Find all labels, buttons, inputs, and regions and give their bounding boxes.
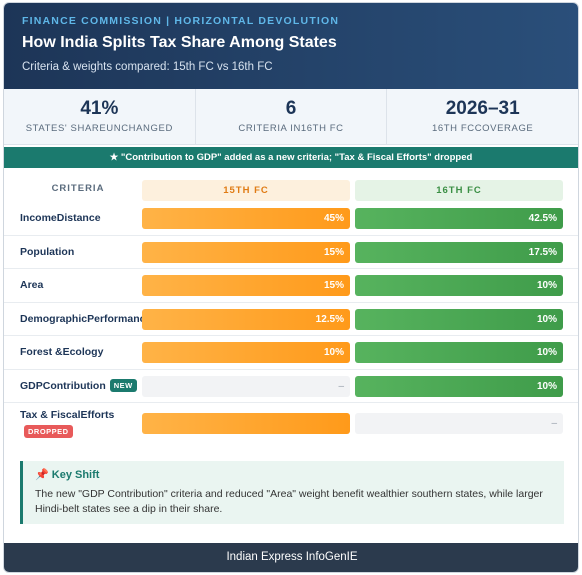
fc16-cell: 17.5% <box>355 241 563 263</box>
criteria: DemographicPerformance <box>20 312 144 325</box>
criteria: GDPContribution <box>20 379 106 392</box>
fc16-cell: 10% <box>355 342 563 363</box>
fc15-cell: – <box>142 375 350 397</box>
table-header: CRITERIA 15TH FC 16TH FC <box>4 175 578 202</box>
criteria: Population <box>20 245 75 258</box>
stat-value: 6 <box>285 98 297 119</box>
criteria: Tax & FiscalEfforts <box>20 409 115 421</box>
card: FINANCE COMMISSION | HORIZONTAL DEVOLUTI… <box>3 2 579 573</box>
header-cell: 15TH FC <box>142 180 350 201</box>
table-row: DemographicPerformance 12.5% 10% <box>4 303 578 336</box>
stat-label: STATES' SHAREUNCHANGED <box>25 123 173 134</box>
subtitle: Criteria & weights compared: 15th FC vs … <box>22 61 273 73</box>
fc15-cell <box>142 413 350 434</box>
stat-value: 2026–31 <box>445 98 520 119</box>
header: FINANCE COMMISSION | HORIZONTAL DEVOLUTI… <box>4 3 578 89</box>
footer: Indian Express InfoGenIE <box>4 543 578 572</box>
fc16-cell: 42.5% <box>355 208 563 229</box>
eyebrow: FINANCE COMMISSION | HORIZONTAL DEVOLUTI… <box>22 15 340 27</box>
table-row: Area 15% 10% <box>4 269 578 303</box>
table-row: IncomeDistance 45% 42.5% <box>4 202 578 236</box>
fc15-cell: 12.5% <box>142 308 350 330</box>
note-title: 📌 Key Shift <box>35 468 552 481</box>
note-title-text: Key Shift <box>51 469 100 481</box>
stat-label: CRITERIA IN16TH FC <box>238 123 344 134</box>
criteria: Forest &Ecology <box>20 346 104 359</box>
stat: 6 CRITERIA IN16TH FC <box>196 89 388 144</box>
fc16-cell: 10% <box>355 308 563 330</box>
table-row: Forest &Ecology 10% 10% <box>4 336 578 370</box>
criteria: Area <box>20 279 44 292</box>
fc15-cell: 15% <box>142 241 350 263</box>
fc15-cell: 15% <box>142 275 350 296</box>
header-cell: 16TH FC <box>355 180 563 201</box>
stats: 41% STATES' SHAREUNCHANGED 6 CRITERIA IN16… <box>4 89 578 145</box>
table: CRITERIA 15TH FC 16TH FC IncomeDistance 4… <box>4 175 578 443</box>
stat-value: 41% <box>80 98 119 119</box>
stat-label: 16TH FCCOVERAGE <box>431 123 534 134</box>
table-row: Tax & FiscalEfforts DROPPED – <box>4 403 578 443</box>
stat: 41% STATES' SHAREUNCHANGED <box>4 89 196 144</box>
note-icon: 📌 <box>35 469 49 481</box>
fc16-cell: 10% <box>355 275 563 296</box>
title: How India Splits Tax Share Among States <box>22 34 337 51</box>
criteria-wrap: Tax & FiscalEfforts DROPPED <box>20 403 144 443</box>
criteria: IncomeDistance <box>20 212 101 225</box>
note: 📌 Key Shift The new "GDP Contribution" c… <box>20 461 564 524</box>
header-cell: CRITERIA <box>51 183 105 194</box>
fc15-cell: 45% <box>142 208 350 229</box>
note-text: The new "GDP Contribution" criteria and … <box>35 488 543 515</box>
fc15-cell: 10% <box>142 342 350 363</box>
table-row: Population 15% 17.5% <box>4 236 578 269</box>
stat: 2026–31 16TH FCCOVERAGE <box>387 89 578 144</box>
fc16-cell: – <box>355 413 563 434</box>
fc16-cell: 10% <box>355 375 563 397</box>
badge: NEW <box>109 379 137 393</box>
table-row: GDPContribution NEW –10% <box>4 370 578 403</box>
badge: DROPPED <box>24 425 73 438</box>
criteria-wrap: GDPContribution NEW <box>20 370 144 403</box>
banner: ★ "Contribution to GDP" added as a new c… <box>4 147 578 168</box>
